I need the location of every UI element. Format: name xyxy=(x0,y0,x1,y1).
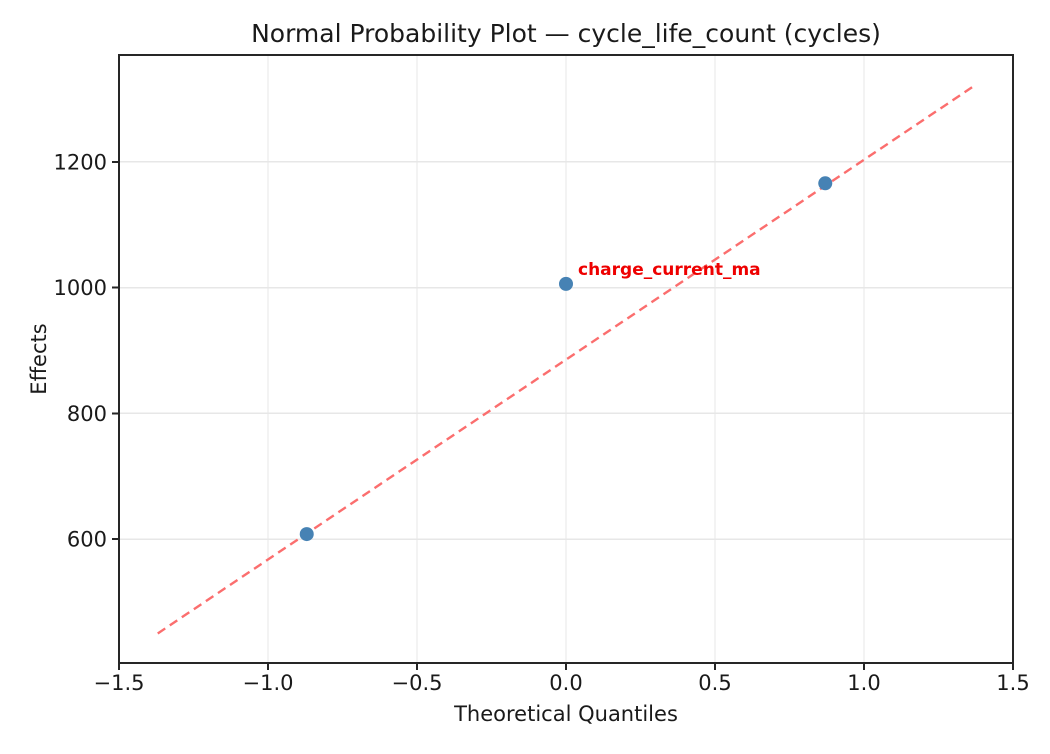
data-point xyxy=(559,276,573,291)
data-point xyxy=(818,176,833,191)
y-tick-label: 600 xyxy=(67,528,107,552)
fit-line xyxy=(157,84,975,635)
y-tick-label: 1000 xyxy=(54,276,107,300)
y-tick-label: 1200 xyxy=(54,150,107,174)
chart-layer: charge_current_ma −1.5 −1.0 −0.5 0.0 0.5 1.0 1.… xyxy=(54,54,1030,695)
chart-title: Normal Probability Plot — cycle_life_cou… xyxy=(251,19,881,48)
y-tick-label: 800 xyxy=(67,402,107,426)
x-axis-label: Theoretical Quantiles xyxy=(453,702,678,726)
x-tick-label: −1.0 xyxy=(243,671,294,695)
point-annotation: charge_current_ma xyxy=(578,260,761,280)
x-tick-label: −0.5 xyxy=(392,671,443,695)
x-tick-label: −1.5 xyxy=(94,671,145,695)
y-axis-label: Effects xyxy=(27,323,51,394)
data-point xyxy=(299,527,314,542)
x-tick-label: 1.5 xyxy=(996,671,1029,695)
x-tick-label: 0.5 xyxy=(698,671,731,695)
x-tick-label: 0.0 xyxy=(549,671,582,695)
x-tick-label: 1.0 xyxy=(847,671,880,695)
